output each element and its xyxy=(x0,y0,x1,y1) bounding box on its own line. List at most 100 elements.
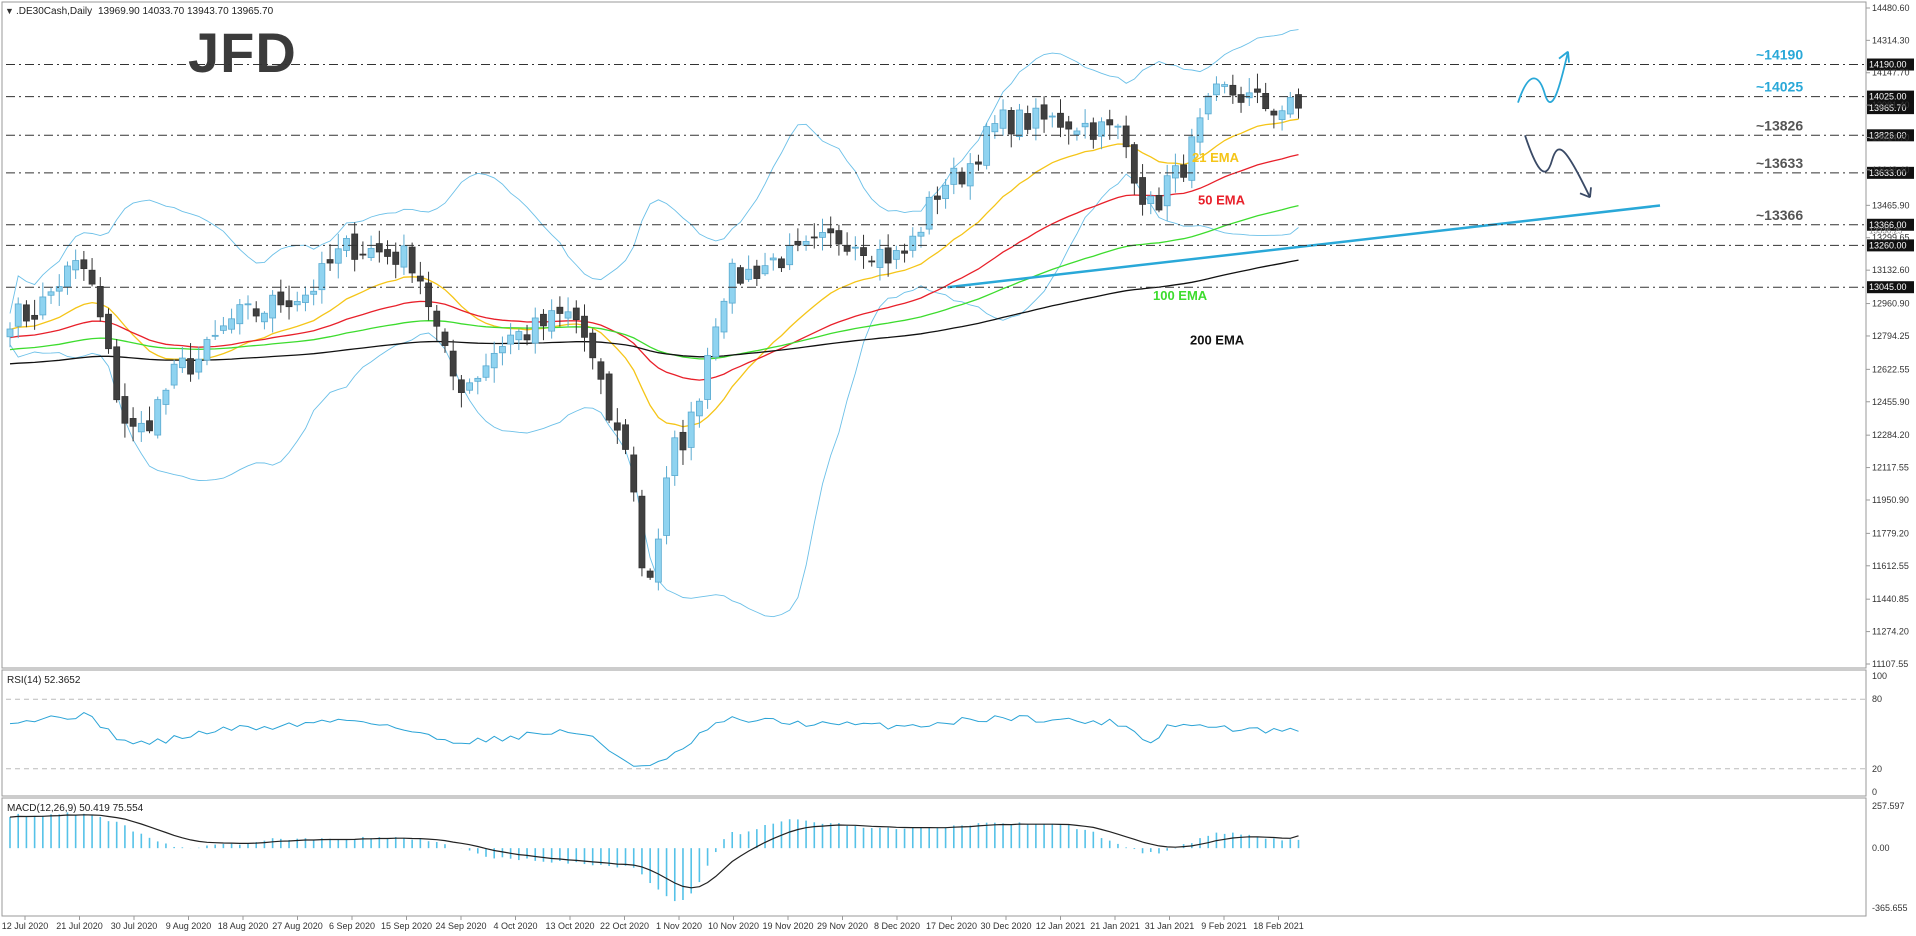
candle xyxy=(1016,109,1023,137)
bollinger-upper xyxy=(9,29,1299,314)
price-tick-label: 11274.20 xyxy=(1872,627,1909,637)
level-price-box xyxy=(1867,281,1914,294)
price-tick-label: 11107.55 xyxy=(1872,659,1908,669)
candle xyxy=(1098,121,1105,137)
price-tick-label: 11612.55 xyxy=(1872,561,1909,571)
candle xyxy=(966,163,974,187)
candle xyxy=(1081,122,1089,128)
ema-label: 21 EMA xyxy=(1192,150,1240,165)
candle xyxy=(384,249,391,257)
date-tick-label: 17 Dec 2020 xyxy=(926,921,977,931)
candle xyxy=(1254,88,1261,93)
candle xyxy=(991,123,999,133)
candle xyxy=(786,245,794,266)
candle xyxy=(1196,117,1204,143)
candle xyxy=(663,477,670,536)
level-label: ~13633 xyxy=(1756,155,1803,171)
date-tick-label: 21 Jan 2021 xyxy=(1090,921,1140,931)
rsi-line xyxy=(9,712,1299,767)
candle xyxy=(794,240,802,246)
candle xyxy=(769,257,777,261)
candle xyxy=(72,260,80,271)
price-tick-label: 11779.20 xyxy=(1872,528,1909,538)
candle xyxy=(983,126,991,166)
rsi-tick-label: 0 xyxy=(1872,787,1877,797)
macd-panel xyxy=(1,797,1867,917)
level-label: ~14025 xyxy=(1756,79,1803,95)
candle xyxy=(293,301,301,306)
candle xyxy=(1139,177,1146,205)
date-tick-label: 31 Jan 2021 xyxy=(1145,921,1195,931)
date-tick-label: 10 Nov 2020 xyxy=(708,921,759,931)
price-tick-label: 14480.60 xyxy=(1872,3,1910,13)
candle xyxy=(482,365,490,378)
candle xyxy=(720,300,728,333)
rsi-label: RSI(14) 52.3652 xyxy=(7,675,81,686)
date-tick-label: 9 Aug 2020 xyxy=(166,921,212,931)
candle xyxy=(474,377,482,382)
candle xyxy=(326,259,334,264)
level-price-text: 13045.00 xyxy=(1869,282,1907,292)
header-dropdown-icon[interactable]: ▼ xyxy=(5,6,14,16)
candle xyxy=(392,251,400,265)
candle xyxy=(375,243,383,253)
candle xyxy=(187,358,194,375)
candle xyxy=(589,332,597,359)
candle xyxy=(1130,144,1138,184)
candle xyxy=(1007,110,1015,135)
level-price-text: 13826.00 xyxy=(1869,130,1907,140)
date-tick-label: 4 Oct 2020 xyxy=(493,921,537,931)
candle xyxy=(154,399,162,436)
candle xyxy=(277,291,285,306)
candle xyxy=(630,454,638,493)
level-price-text: 13366.00 xyxy=(1869,220,1907,230)
candle xyxy=(211,334,219,337)
date-tick-label: 9 Feb 2021 xyxy=(1201,921,1247,931)
candle xyxy=(810,236,818,239)
candle xyxy=(901,250,908,254)
level-price-text: 14190.00 xyxy=(1869,60,1907,70)
rsi-tick-label: 80 xyxy=(1872,694,1882,704)
ohlc-label: 13969.90 14033.70 13943.70 13965.70 xyxy=(98,6,274,17)
candle xyxy=(1147,195,1155,205)
date-tick-label: 22 Oct 2020 xyxy=(600,921,649,931)
candle xyxy=(860,247,867,257)
candle xyxy=(162,389,170,405)
candle xyxy=(466,382,473,391)
price-tick-label: 12794.25 xyxy=(1872,331,1910,341)
macd-label: MACD(12,26,9) 50.419 75.554 xyxy=(7,803,144,814)
candle xyxy=(597,361,605,380)
candle xyxy=(23,304,30,322)
candle xyxy=(646,570,654,578)
candle xyxy=(1262,93,1270,110)
level-price-box xyxy=(1867,239,1914,252)
current-price-text: 13965.70 xyxy=(1869,103,1907,113)
candle xyxy=(6,328,14,338)
candle xyxy=(425,282,432,308)
candle xyxy=(47,291,55,296)
candle xyxy=(531,317,539,344)
candle xyxy=(80,259,88,270)
price-tick-label: 11440.85 xyxy=(1872,594,1909,604)
candle xyxy=(261,312,268,323)
candle xyxy=(884,247,892,264)
candle xyxy=(343,238,350,251)
candle xyxy=(975,161,982,165)
candle xyxy=(515,331,523,341)
date-tick-label: 19 Nov 2020 xyxy=(762,921,813,931)
date-tick-label: 29 Nov 2020 xyxy=(817,921,868,931)
rsi-panel xyxy=(1,669,1867,797)
date-tick-label: 15 Sep 2020 xyxy=(381,921,432,931)
candle xyxy=(55,286,63,292)
candle xyxy=(203,339,211,361)
candle xyxy=(745,268,753,280)
ema-50-line xyxy=(9,153,1299,381)
candle xyxy=(564,311,572,319)
candle xyxy=(843,245,851,252)
candle xyxy=(310,290,318,295)
candle xyxy=(704,355,711,400)
price-tick-label: 11950.90 xyxy=(1872,495,1909,505)
level-label: ~14190 xyxy=(1756,47,1803,63)
